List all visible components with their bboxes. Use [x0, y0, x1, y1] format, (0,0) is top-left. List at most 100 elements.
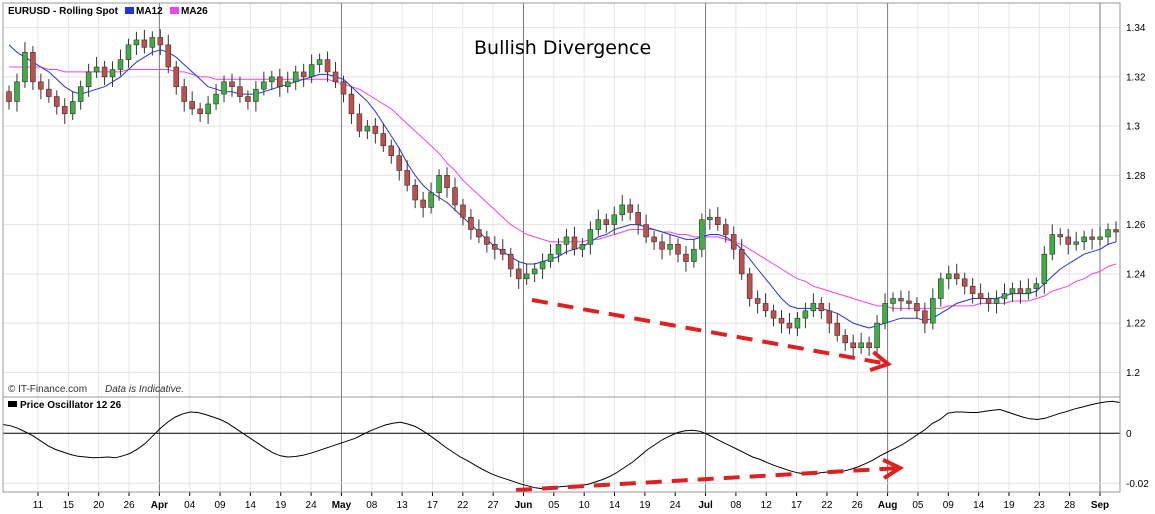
candle-body-down	[460, 204, 466, 218]
candle-body-down	[738, 248, 745, 275]
candle-body-up	[707, 216, 713, 221]
candle	[595, 209, 602, 236]
candle-body-up	[93, 66, 100, 73]
candle	[794, 312, 801, 337]
candle	[221, 75, 227, 103]
candle	[444, 167, 450, 198]
candle	[149, 31, 156, 56]
candle	[579, 238, 586, 258]
candle	[117, 49, 124, 76]
candle	[993, 290, 1000, 314]
candle-body-down	[906, 300, 912, 304]
ma26-legend-swatch	[170, 7, 179, 14]
candle-body-down	[1113, 229, 1119, 233]
candle-body-down	[101, 66, 108, 78]
x-tick-label: 14	[609, 500, 621, 511]
x-tick-label: Sep	[1091, 500, 1109, 511]
candle-body-up	[579, 244, 586, 250]
candle-body-up	[117, 59, 124, 70]
candle	[850, 334, 856, 358]
candle	[1089, 228, 1095, 250]
candle-body-down	[571, 236, 578, 250]
candle	[810, 293, 817, 317]
candle-body-up	[587, 229, 594, 245]
candle-body-up	[221, 81, 227, 95]
candle	[898, 290, 904, 312]
candle	[1105, 223, 1111, 246]
x-tick-label: 17	[427, 500, 439, 511]
candle-body-up	[213, 93, 219, 105]
candle-body-down	[30, 51, 36, 83]
candle-body-down	[754, 298, 761, 304]
candle-body-down	[380, 133, 387, 147]
candle-body-up	[794, 317, 801, 329]
candle	[484, 230, 490, 253]
candle-body-down	[786, 322, 793, 329]
candle	[332, 61, 339, 88]
candle-body-down	[953, 273, 960, 280]
candle-body-down	[237, 86, 243, 97]
candle	[404, 160, 410, 192]
oscillator-line	[2, 400, 1121, 490]
credit-disclaimer: Data is Indicative.	[105, 384, 184, 395]
candle	[125, 38, 132, 68]
candle	[1017, 280, 1024, 304]
candle	[476, 219, 482, 244]
candle-body-up	[882, 303, 888, 324]
candle-body-up	[547, 253, 554, 262]
candle-body-up	[1033, 283, 1040, 289]
candle-body-up	[1081, 236, 1087, 243]
candle	[46, 79, 52, 103]
candle-body-down	[627, 204, 633, 213]
x-tick-label: 28	[1064, 500, 1076, 511]
candle	[380, 123, 387, 152]
candle-body-down	[1057, 234, 1064, 238]
candle	[500, 239, 506, 261]
candle-body-up	[802, 310, 809, 319]
candle	[197, 102, 203, 122]
candle	[754, 290, 761, 314]
candle	[284, 71, 291, 93]
candle	[269, 70, 275, 90]
candle-body-down	[46, 88, 52, 97]
x-tick-label: May	[332, 500, 352, 511]
x-tick-label: 23	[1034, 500, 1046, 511]
candle	[396, 147, 403, 181]
candle	[730, 226, 737, 260]
candle-body-down	[730, 234, 737, 250]
candle	[1001, 283, 1008, 305]
x-tick-label: 13	[397, 500, 409, 511]
candle	[452, 177, 458, 212]
candle-body-down	[969, 285, 976, 294]
candle	[834, 313, 841, 342]
x-tick-label: 05	[912, 500, 924, 511]
candle-body-down	[54, 96, 60, 107]
candle	[436, 169, 442, 201]
candle	[460, 198, 466, 226]
x-tick-label: 26	[123, 500, 135, 511]
legend-ma26: MA26	[181, 6, 208, 17]
candle	[22, 42, 28, 88]
candlestick-series	[6, 29, 1119, 358]
x-tick-label: 24	[306, 500, 318, 511]
candle-body-down	[659, 241, 665, 250]
x-tick-label: 05	[548, 500, 560, 511]
candle-body-up	[149, 37, 156, 48]
candle-body-up	[1105, 229, 1111, 238]
candle-body-up	[292, 71, 299, 83]
candle-body-up	[109, 69, 116, 78]
candle-body-down	[1089, 236, 1095, 240]
candle	[372, 117, 379, 144]
candle	[858, 332, 864, 354]
candle	[364, 119, 371, 140]
candle-body-down	[762, 303, 769, 312]
x-tick-label: 20	[93, 500, 105, 511]
candle	[945, 265, 952, 289]
x-tick-label: 14	[973, 500, 985, 511]
candle-body-up	[85, 71, 92, 88]
candle-body-down	[746, 273, 753, 299]
credit-source: © IT-Finance.com	[8, 384, 87, 395]
candle-body-down	[922, 310, 928, 324]
candle-body-down	[157, 37, 164, 46]
